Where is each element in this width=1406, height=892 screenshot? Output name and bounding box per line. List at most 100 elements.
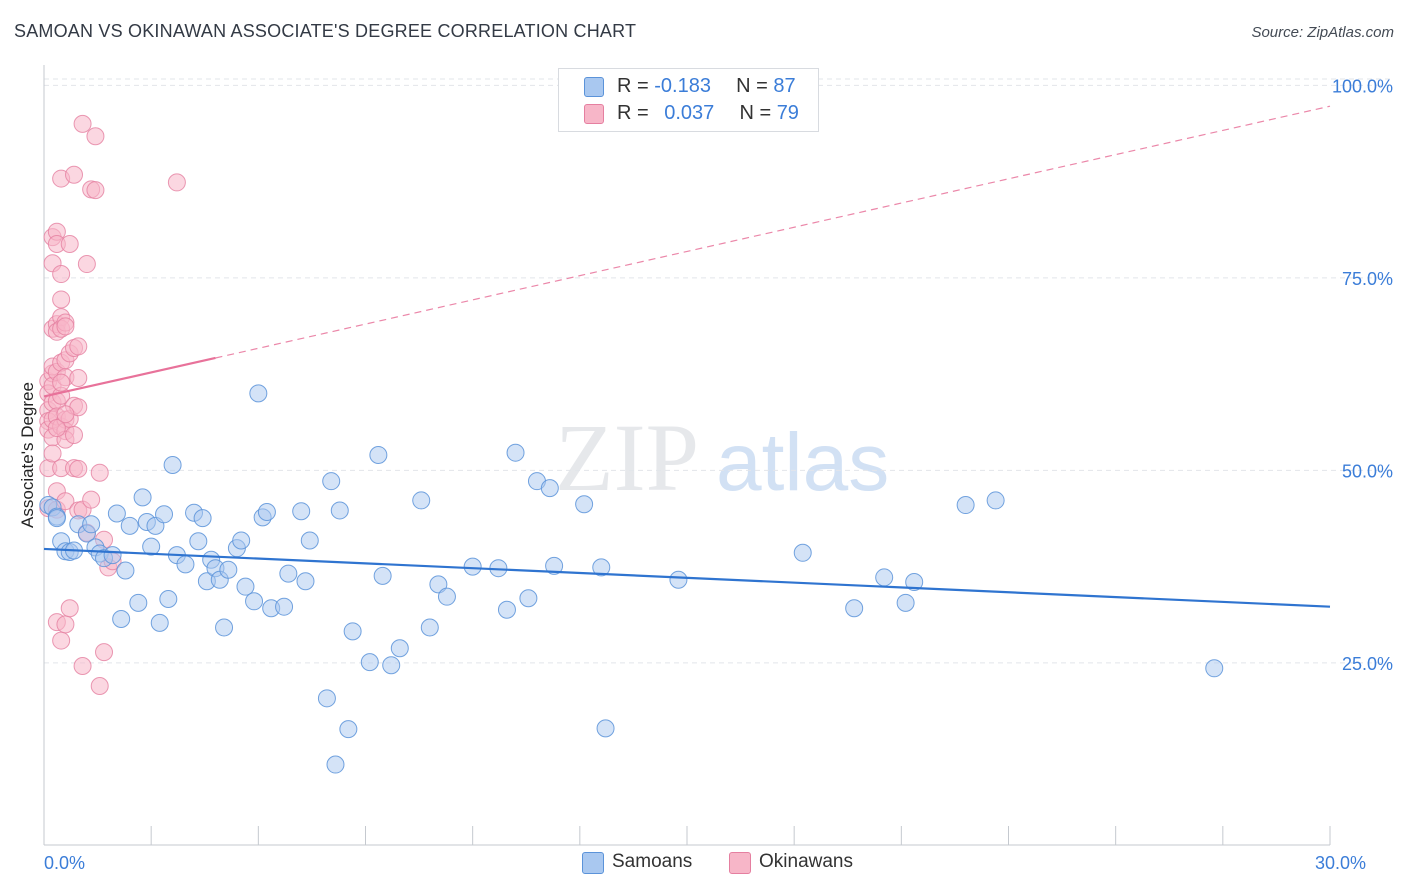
okinawans-point [65, 165, 84, 184]
samoans-point [669, 570, 688, 589]
samoans-point [845, 599, 864, 618]
y-tick-label: 50.0% [1342, 461, 1393, 481]
okinawans-trend-extension [215, 105, 1331, 359]
x-tick-label: 0.0% [44, 853, 85, 873]
okinawans-trend-line [43, 356, 216, 398]
samoans-point [163, 456, 182, 475]
okinawans-point [60, 599, 79, 618]
okinawans-point [47, 419, 66, 438]
samoans-point [159, 589, 178, 608]
samoans-point [257, 502, 276, 521]
okinawans-point [73, 114, 92, 133]
samoans-point [875, 568, 894, 587]
okinawans-swatch [584, 104, 604, 124]
samoans-point [296, 572, 315, 591]
tick-labels: 25.0% 50.0% 75.0% 100.0% 0.0% 30.0% [44, 76, 1393, 873]
samoans-point [300, 531, 319, 550]
r-value-okinawans: 0.037 [664, 102, 715, 124]
samoans-legend-label: Samoans [612, 851, 693, 872]
okinawans-point [60, 235, 79, 254]
samoans-point [47, 509, 66, 528]
trend-lines [43, 105, 1331, 608]
samoans-point [292, 502, 311, 521]
grid-lines [44, 78, 1392, 664]
samoans-point [133, 488, 152, 507]
samoans-point [112, 610, 131, 629]
samoans-point [317, 689, 336, 708]
okinawans-point [43, 444, 62, 463]
samoans-point [793, 543, 812, 562]
samoans-point [189, 532, 208, 551]
samoans-point [986, 491, 1005, 510]
samoans-point [326, 755, 345, 774]
samoans-point [956, 496, 975, 515]
samoans-point [107, 504, 126, 523]
watermark: ZIP atlas [555, 404, 889, 511]
samoans-point [129, 593, 148, 612]
okinawans-point [73, 656, 92, 675]
okinawans-point [52, 265, 71, 284]
samoans-point [330, 501, 349, 520]
samoans-point [382, 656, 401, 675]
okinawans-point [90, 677, 109, 695]
samoans-point [120, 516, 139, 535]
samoans-point [245, 592, 264, 611]
samoans-point [905, 573, 924, 592]
y-tick-label: 25.0% [1342, 654, 1393, 674]
okinawans-legend-label: Okinawans [759, 851, 853, 872]
watermark-zip: ZIP [555, 404, 699, 511]
okinawans-point [56, 405, 75, 424]
samoans-point [279, 564, 298, 583]
samoans-point [360, 653, 379, 672]
okinawans-point [90, 463, 109, 482]
chart-title: SAMOAN VS OKINAWAN ASSOCIATE'S DEGREE CO… [14, 21, 637, 41]
samoans-point [896, 593, 915, 612]
samoans-point [596, 719, 615, 738]
okinawans-point [69, 337, 88, 356]
n-label: N = [736, 75, 774, 97]
samoans-point [142, 537, 161, 556]
r-label: R = [617, 75, 655, 97]
series-legend: Samoans Okinawans [0, 850, 1406, 878]
samoans-point [1205, 659, 1224, 678]
samoans-point [412, 491, 431, 510]
n-value-okinawans: 79 [776, 102, 799, 124]
samoans-point [540, 479, 559, 498]
samoans-point [232, 531, 251, 550]
samoans-point [193, 509, 212, 528]
samoans-point [497, 600, 516, 619]
okinawans-point [56, 615, 75, 634]
samoans-point [82, 515, 101, 534]
samoans-trend-line [43, 547, 1331, 608]
okinawans-point [167, 173, 186, 192]
samoans-point [176, 555, 195, 574]
samoans-point [506, 443, 525, 462]
samoans-point [103, 546, 122, 565]
okinawans-point [52, 290, 71, 309]
okinawans-point [95, 643, 114, 662]
okinawans-point [52, 631, 71, 650]
samoans-point [429, 575, 448, 594]
okinawans-point [65, 425, 84, 444]
samoans-point [343, 622, 362, 641]
samoans-swatch [584, 77, 604, 97]
samoans-point [275, 597, 294, 616]
samoans-point [215, 618, 234, 637]
source-credit: Source: ZipAtlas.com [1251, 24, 1394, 41]
samoans-point [545, 556, 564, 575]
okinawans-point [69, 369, 88, 387]
samoans-point [369, 446, 388, 464]
samoans-point [322, 472, 341, 491]
r-label: R = [617, 102, 655, 124]
okinawans-points [39, 114, 186, 695]
okinawans-point [52, 373, 71, 392]
x-tick-label: 30.0% [1315, 853, 1366, 873]
okinawans-point [56, 317, 75, 336]
okinawans-point [77, 255, 96, 274]
correlation-legend: R = -0.183 N = 87 R = 0.037 N = 79 [558, 68, 819, 132]
samoans-point [420, 618, 439, 637]
n-label: N = [739, 102, 777, 124]
okinawans-point [69, 459, 88, 478]
samoans-legend-swatch [582, 852, 604, 874]
